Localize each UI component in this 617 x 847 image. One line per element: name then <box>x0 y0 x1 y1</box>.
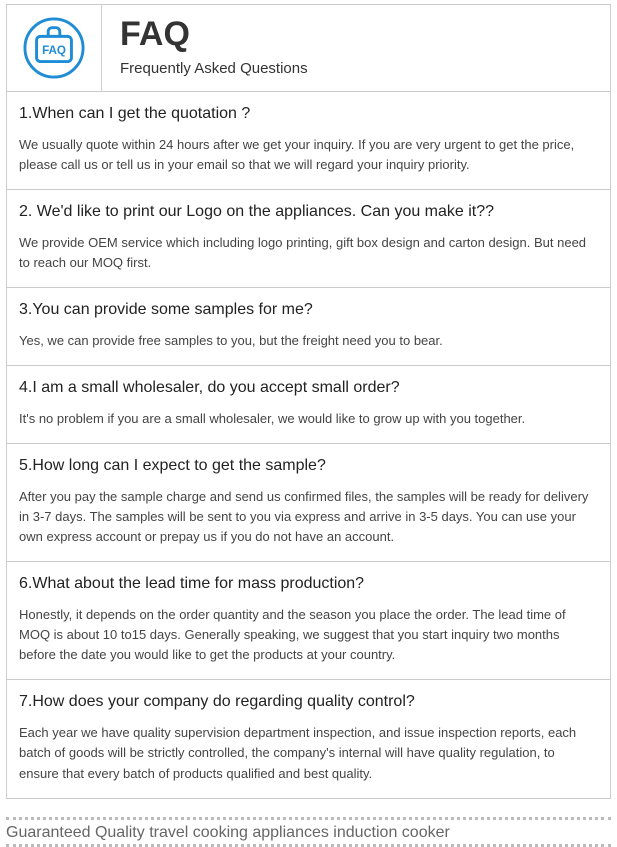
footer-tagline: Guaranteed Quality travel cooking applia… <box>6 817 611 847</box>
faq-question: 4.I am a small wholesaler, do you accept… <box>19 378 598 399</box>
faq-answer: It's no problem if you are a small whole… <box>19 409 598 429</box>
faq-question: 3.You can provide some samples for me? <box>19 300 598 321</box>
faq-answer: We provide OEM service which including l… <box>19 233 598 273</box>
title-cell: FAQ Frequently Asked Questions <box>102 5 610 91</box>
faq-answer: Yes, we can provide free samples to you,… <box>19 331 598 351</box>
faq-header: FAQ FAQ Frequently Asked Questions <box>7 5 610 92</box>
faq-list: 1.When can I get the quotation ? We usual… <box>7 92 610 798</box>
faq-item: 1.When can I get the quotation ? We usual… <box>7 92 610 190</box>
faq-item: 3.You can provide some samples for me? Ye… <box>7 288 610 366</box>
faq-item: 5.How long can I expect to get the sampl… <box>7 444 610 562</box>
faq-question: 7.How does your company do regarding qua… <box>19 692 598 713</box>
faq-icon-text: FAQ <box>42 44 66 57</box>
faq-answer: Honestly, it depends on the order quanti… <box>19 605 598 665</box>
faq-container: FAQ FAQ Frequently Asked Questions 1.Whe… <box>6 4 611 799</box>
faq-question: 5.How long can I expect to get the sampl… <box>19 456 598 477</box>
faq-icon-cell: FAQ <box>7 5 102 91</box>
faq-item: 4.I am a small wholesaler, do you accept… <box>7 366 610 444</box>
faq-icon: FAQ <box>23 17 85 79</box>
page-subtitle: Frequently Asked Questions <box>120 60 592 77</box>
faq-answer: Each year we have quality supervision de… <box>19 723 598 783</box>
faq-answer: After you pay the sample charge and send… <box>19 487 598 547</box>
faq-question: 2. We'd like to print our Logo on the ap… <box>19 202 598 223</box>
faq-item: 7.How does your company do regarding qua… <box>7 680 610 797</box>
page-title: FAQ <box>120 15 592 54</box>
faq-item: 2. We'd like to print our Logo on the ap… <box>7 190 610 288</box>
faq-answer: We usually quote within 24 hours after w… <box>19 135 598 175</box>
faq-item: 6.What about the lead time for mass prod… <box>7 562 610 680</box>
faq-question: 6.What about the lead time for mass prod… <box>19 574 598 595</box>
faq-question: 1.When can I get the quotation ? <box>19 104 598 125</box>
